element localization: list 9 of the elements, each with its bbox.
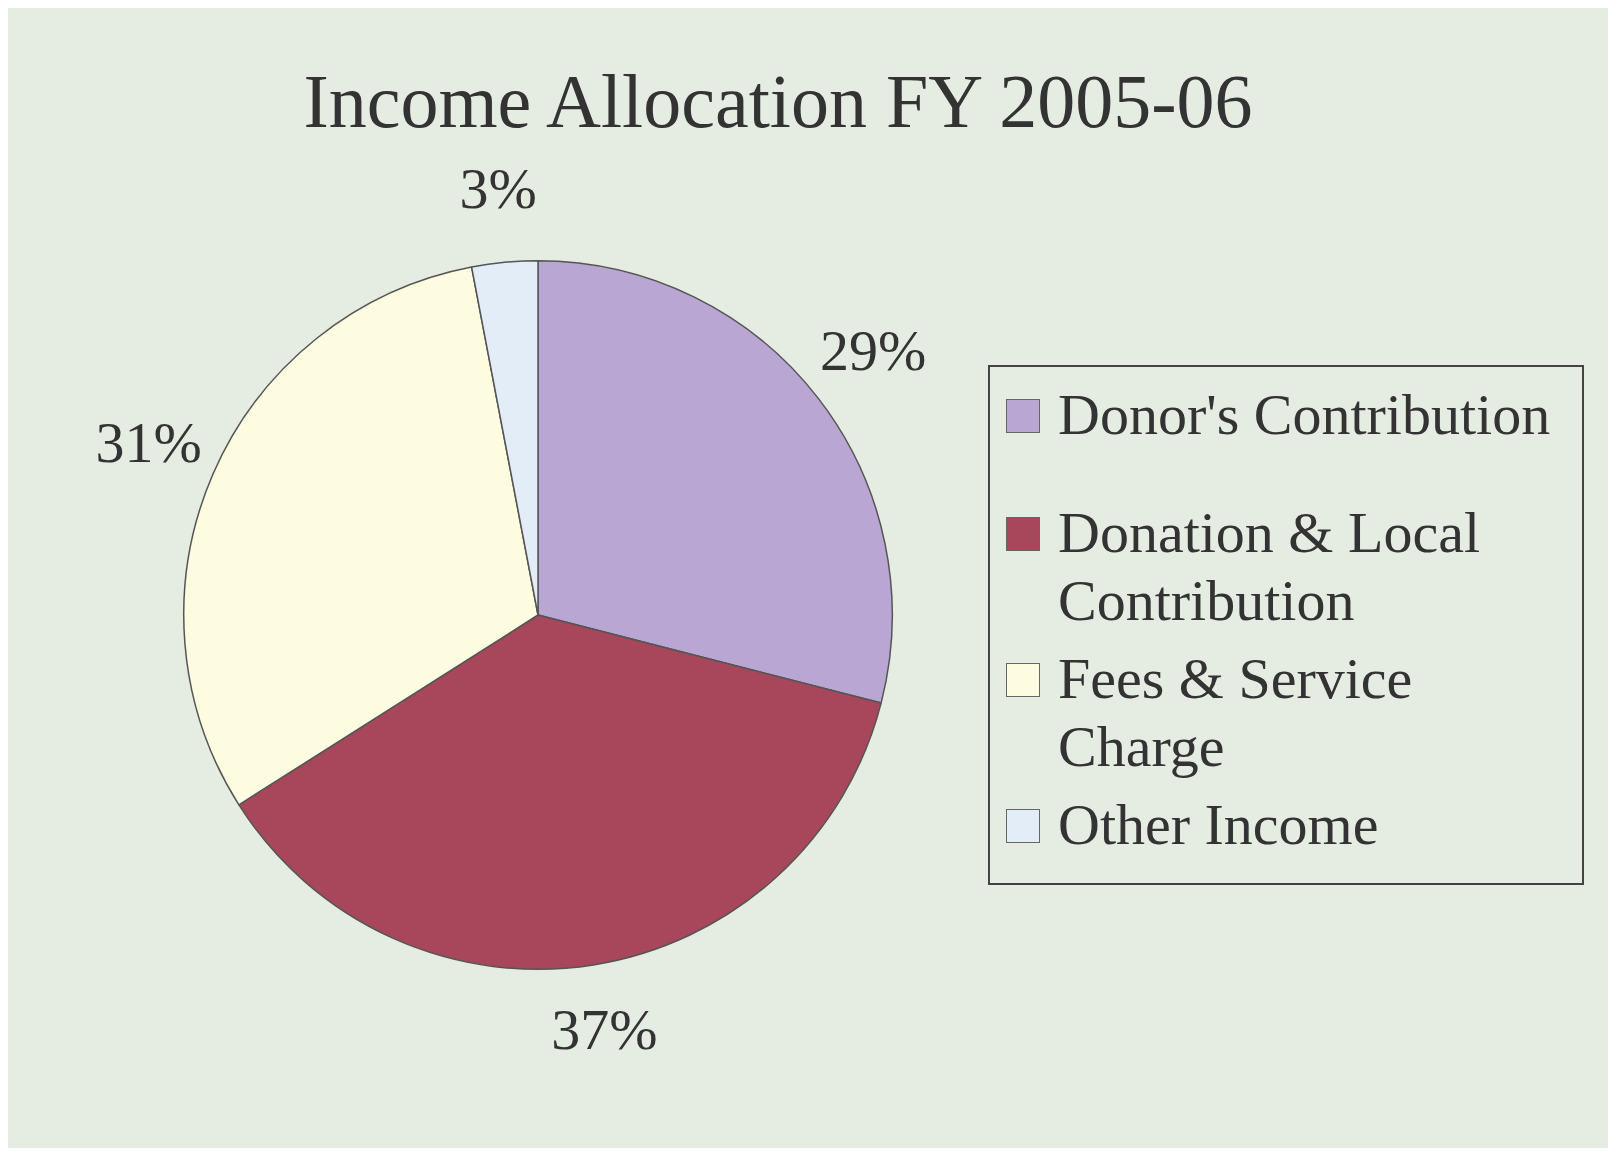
legend-label: Fees & Service Charge xyxy=(1058,645,1414,781)
data-label: 3% xyxy=(459,155,537,221)
data-label: 37% xyxy=(551,997,658,1063)
data-label: 29% xyxy=(820,318,927,384)
legend-label: Donor's Contribution xyxy=(1058,381,1551,449)
legend-label: Donation & Local Contribution xyxy=(1058,499,1481,635)
data-label: 31% xyxy=(95,409,202,475)
chart-title: Income Allocation FY 2005-06 xyxy=(302,58,1254,145)
legend-label: Other Income xyxy=(1058,791,1379,859)
